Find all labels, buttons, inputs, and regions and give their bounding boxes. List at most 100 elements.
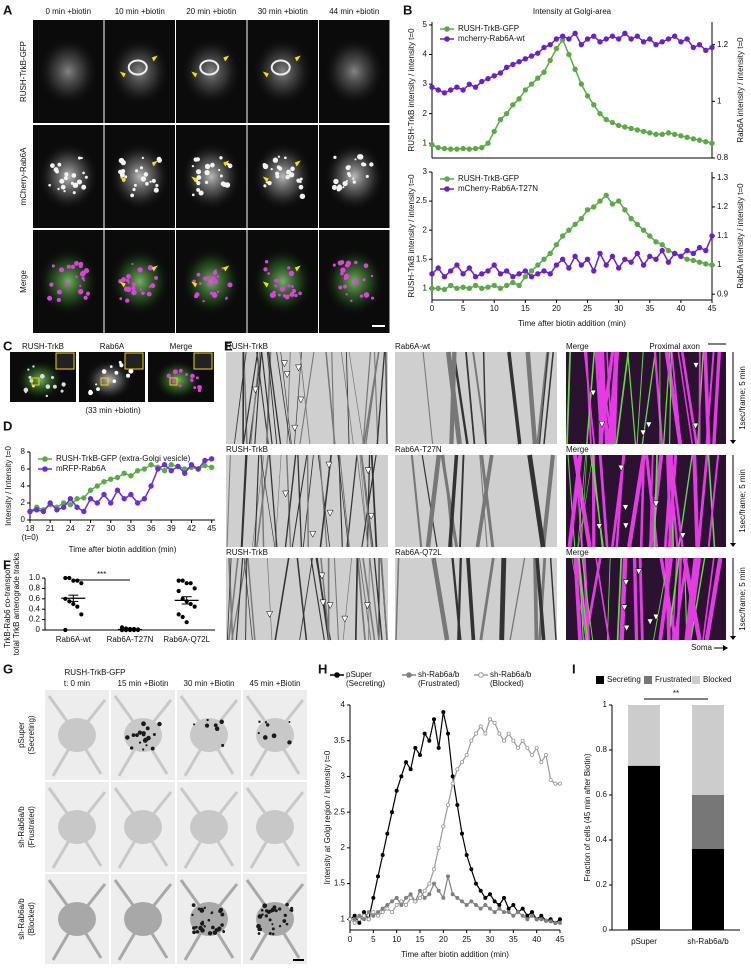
vesicle [81, 184, 87, 190]
panel-label: D [3, 418, 12, 433]
data-point [435, 87, 441, 93]
vesicle [216, 290, 220, 293]
x-tick-label: 24 [66, 524, 75, 533]
data-point [492, 720, 497, 725]
series-line [431, 38, 713, 150]
kymo-track [583, 351, 596, 445]
kymo-track [299, 351, 311, 445]
data-point [175, 463, 181, 470]
vesicle [267, 272, 271, 275]
y-tick-label: 0.8 [596, 745, 608, 754]
vesicle [218, 168, 221, 172]
arrowhead [119, 176, 126, 183]
data-point [114, 474, 121, 481]
kymo-track [632, 557, 639, 641]
arrowhead [341, 615, 349, 623]
vesicle [74, 261, 79, 266]
arrowhead [652, 500, 660, 508]
arrowhead [325, 461, 333, 469]
vesicle [369, 162, 374, 167]
legend-marker [42, 466, 48, 472]
vesicle [130, 193, 135, 198]
kymo-track [615, 351, 630, 445]
vesicle [227, 282, 233, 288]
vesicle [63, 190, 66, 193]
y2-axis-label: Rab6A intensity / intensity t=0 [736, 37, 745, 143]
data-point [394, 895, 399, 900]
data-point [459, 831, 464, 836]
vesicle [137, 267, 143, 273]
puncta [268, 932, 272, 935]
y-tick-label: 0.8 [29, 584, 41, 593]
data-point [148, 483, 154, 489]
data-point [553, 45, 560, 52]
data-point [506, 906, 511, 911]
data-point [63, 627, 68, 633]
puncta [145, 726, 150, 731]
kymo-label: RUSH-TrkB [226, 342, 268, 351]
data-point [671, 33, 678, 39]
vesicle [198, 282, 202, 285]
data-point [690, 136, 697, 142]
data-point [478, 906, 483, 911]
row-label: (Secreting) [27, 715, 36, 754]
data-point [516, 96, 522, 102]
y-tick-label: 2 [341, 843, 346, 852]
data-point [530, 910, 535, 915]
vesicle [345, 165, 351, 171]
kymo-track [610, 454, 626, 548]
arrowhead [589, 389, 597, 397]
puncta [194, 925, 198, 929]
arrowhead [364, 467, 372, 475]
puncta [285, 902, 289, 907]
data-point [464, 853, 469, 858]
kymo-track [549, 557, 557, 641]
column-header: 0 min +biotin [45, 7, 91, 16]
data-point [609, 201, 616, 207]
data-point [487, 717, 492, 722]
vesicle [76, 179, 83, 185]
kymo-track [479, 557, 495, 641]
data-point [478, 724, 483, 729]
kymo-track [641, 351, 656, 445]
panel-label: B [403, 2, 412, 17]
data-point [615, 122, 622, 129]
puncta [142, 748, 145, 751]
legend-marker [406, 672, 412, 678]
kymo-track [638, 557, 644, 641]
data-point [445, 874, 450, 879]
x-tick-label: 10 [392, 935, 401, 944]
y-tick-label: 1 [603, 700, 608, 709]
legend-label: mcherry-Rab6A-wt [458, 34, 525, 43]
puncta [191, 913, 194, 917]
column-header: 30 min +biotin [258, 7, 308, 16]
data-point [445, 803, 450, 808]
data-point [553, 242, 560, 248]
kymo-track [333, 557, 339, 641]
puncta [264, 721, 268, 724]
data-point [202, 462, 208, 469]
data-point [709, 44, 715, 51]
vesicle [56, 289, 62, 295]
inset [55, 352, 75, 370]
cell-signal [109, 142, 170, 211]
golgi-ring [199, 59, 220, 76]
kymo-track [692, 454, 700, 548]
x-axis-label: Time after biotin addition (min) [69, 545, 177, 554]
data-point [134, 468, 141, 474]
puncta [219, 719, 224, 725]
data-point [81, 495, 87, 501]
data-point [361, 917, 366, 922]
kymo-track [653, 351, 664, 445]
data-point [516, 745, 521, 750]
legend-label: Blocked [703, 675, 731, 684]
data-point [547, 57, 553, 64]
kymo-track [385, 351, 388, 445]
data-point [510, 102, 516, 108]
x-tick-label: Rab6A-wt [56, 635, 92, 644]
data-point [628, 259, 634, 265]
kymo-track [226, 557, 232, 641]
arrowhead [309, 531, 317, 538]
legend-marker [444, 26, 450, 32]
kymo-track [299, 351, 315, 445]
